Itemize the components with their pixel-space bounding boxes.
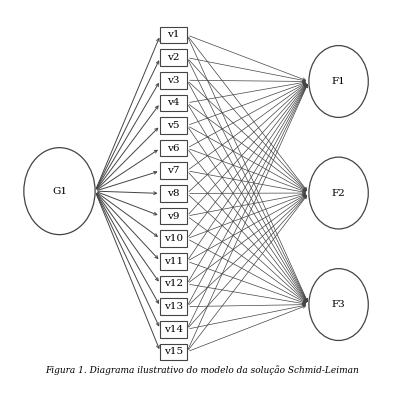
- Text: v2: v2: [167, 53, 180, 62]
- FancyBboxPatch shape: [160, 27, 187, 43]
- Text: F1: F1: [332, 77, 345, 86]
- Ellipse shape: [309, 46, 368, 117]
- Text: Figura 1. Diagrama ilustrativo do modelo da solução Schmid-Leiman: Figura 1. Diagrama ilustrativo do modelo…: [45, 365, 359, 375]
- Text: v10: v10: [164, 234, 183, 243]
- Text: v11: v11: [164, 257, 183, 266]
- Text: v3: v3: [167, 76, 180, 85]
- FancyBboxPatch shape: [160, 208, 187, 224]
- Text: v9: v9: [167, 212, 180, 220]
- Text: v1: v1: [167, 31, 180, 39]
- FancyBboxPatch shape: [160, 298, 187, 315]
- Text: v6: v6: [167, 144, 180, 153]
- FancyBboxPatch shape: [160, 72, 187, 89]
- FancyBboxPatch shape: [160, 343, 187, 360]
- Text: v5: v5: [167, 121, 180, 130]
- Text: v7: v7: [167, 166, 180, 175]
- FancyBboxPatch shape: [160, 276, 187, 292]
- Text: v13: v13: [164, 302, 183, 311]
- Ellipse shape: [309, 157, 368, 229]
- Text: F3: F3: [332, 300, 345, 309]
- Text: G1: G1: [52, 187, 67, 196]
- FancyBboxPatch shape: [160, 140, 187, 156]
- Text: v14: v14: [164, 325, 183, 334]
- FancyBboxPatch shape: [160, 230, 187, 247]
- Text: v4: v4: [167, 98, 180, 107]
- FancyBboxPatch shape: [160, 117, 187, 134]
- Text: v15: v15: [164, 347, 183, 356]
- Text: v12: v12: [164, 279, 183, 289]
- Text: v8: v8: [167, 189, 180, 198]
- FancyBboxPatch shape: [160, 253, 187, 269]
- FancyBboxPatch shape: [160, 321, 187, 338]
- FancyBboxPatch shape: [160, 162, 187, 179]
- FancyBboxPatch shape: [160, 49, 187, 66]
- Ellipse shape: [24, 148, 95, 234]
- FancyBboxPatch shape: [160, 185, 187, 202]
- Ellipse shape: [309, 269, 368, 340]
- FancyBboxPatch shape: [160, 95, 187, 111]
- Text: F2: F2: [332, 189, 345, 197]
